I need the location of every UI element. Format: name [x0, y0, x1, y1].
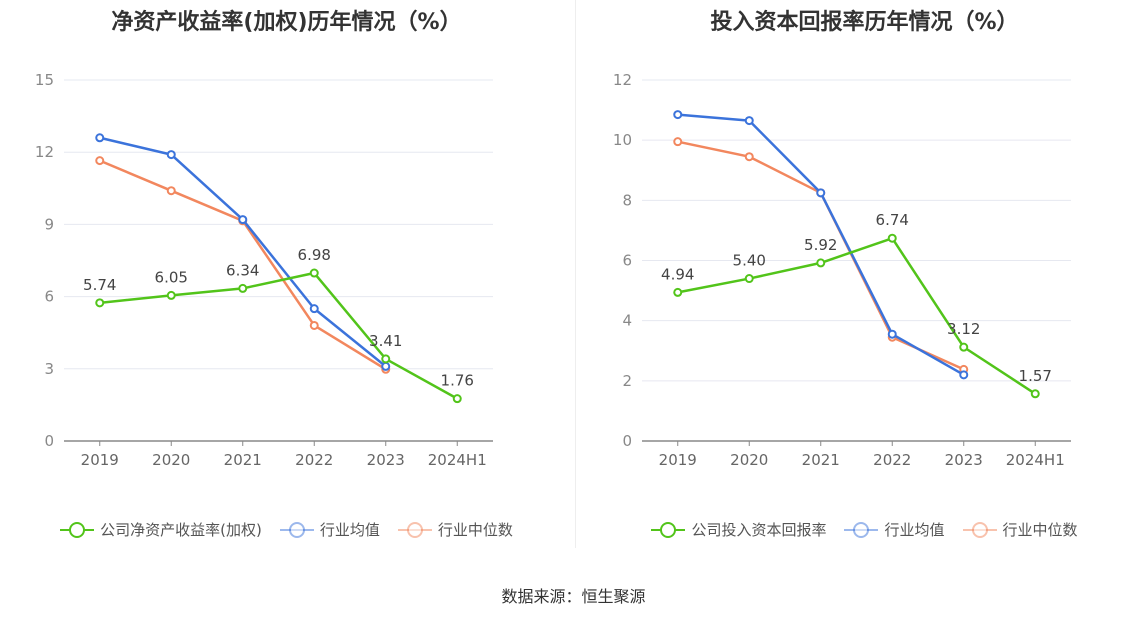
series-line [99, 136, 387, 368]
chart-title: 净资产收益率(加权)历年情况（%） [111, 10, 462, 35]
data-point [95, 133, 105, 143]
data-point [744, 116, 754, 126]
data-point [744, 274, 754, 284]
series-line [99, 271, 458, 400]
data-point [166, 150, 176, 160]
data-source-note: 数据来源：恒生聚源 [501, 587, 646, 606]
x-tick-label: 2021 [224, 451, 262, 469]
x-tick-label: 2019 [81, 451, 119, 469]
data-point [238, 283, 248, 293]
x-tick-label: 2019 [659, 451, 697, 469]
data-label: 5.92 [804, 236, 837, 254]
y-tick-label: 2 [622, 372, 632, 390]
data-point [309, 304, 319, 314]
y-tick-label: 10 [613, 131, 632, 149]
legend-marker-icon [60, 520, 95, 540]
data-point [887, 233, 897, 243]
data-point [95, 298, 105, 308]
data-label: 1.76 [441, 372, 474, 390]
y-tick-label: 0 [44, 432, 54, 450]
panel-divider [575, 0, 576, 548]
data-label: 1.57 [1019, 367, 1052, 385]
data-label: 3.12 [947, 320, 980, 338]
data-point [309, 268, 319, 278]
data-label: 5.40 [733, 252, 766, 270]
y-tick-label: 12 [613, 71, 632, 89]
legend-item-industry-median[interactable]: 行业中位数 [962, 519, 1078, 540]
data-label: 5.74 [83, 276, 116, 294]
data-label: 6.05 [155, 268, 188, 286]
y-tick-label: 12 [35, 143, 54, 161]
data-point [673, 287, 683, 297]
legend-marker-icon [397, 520, 432, 540]
x-tick-label: 2022 [295, 451, 333, 469]
legend-item-industry-avg[interactable]: 行业均值 [844, 519, 945, 540]
y-tick-label: 0 [622, 432, 632, 450]
data-label: 6.34 [226, 261, 259, 279]
series-line [677, 140, 965, 371]
chart-legend: 公司投入资本回报率 行业均值 行业中位数 [578, 519, 1147, 540]
x-tick-label: 2024H1 [1006, 451, 1065, 469]
chart-roe: 净资产收益率(加权)历年情况（%） 0 3 6 9 12 15 2019 2020 2021 20… [0, 0, 573, 560]
legend-label: 行业中位数 [437, 521, 513, 539]
x-tick-label: 2022 [873, 451, 911, 469]
x-tick-label: 2023 [945, 451, 983, 469]
legend-marker-icon [962, 520, 997, 540]
y-tick-label: 8 [622, 191, 632, 209]
data-point [452, 394, 462, 404]
data-label: 6.74 [876, 211, 909, 229]
data-point [816, 258, 826, 268]
data-label: 4.94 [661, 265, 694, 283]
x-tick-label: 2023 [367, 451, 405, 469]
y-tick-label: 15 [35, 71, 54, 89]
data-point [673, 137, 683, 147]
y-tick-label: 4 [622, 312, 632, 330]
y-tick-label: 3 [44, 360, 54, 378]
data-point [309, 320, 319, 330]
series-line [677, 236, 1036, 395]
legend-label: 行业均值 [319, 521, 380, 539]
data-point [95, 156, 105, 166]
data-point [959, 370, 969, 380]
chart-legend: 公司净资产收益率(加权) 行业均值 行业中位数 [0, 519, 573, 540]
data-point [887, 329, 897, 339]
data-point [1030, 389, 1040, 399]
data-point [744, 152, 754, 162]
data-point [238, 215, 248, 225]
data-point [381, 361, 391, 371]
data-point [959, 342, 969, 352]
legend-item-company[interactable]: 公司投入资本回报率 [651, 519, 826, 540]
legend-label: 行业均值 [884, 521, 945, 539]
data-point [166, 290, 176, 300]
legend-item-industry-median[interactable]: 行业中位数 [397, 519, 513, 540]
x-tick-label: 2024H1 [428, 451, 487, 469]
x-tick-label: 2020 [730, 451, 768, 469]
x-tick-label: 2021 [802, 451, 840, 469]
legend-item-industry-avg[interactable]: 行业均值 [279, 519, 380, 540]
data-label: 3.41 [369, 332, 402, 350]
legend-marker-icon [279, 520, 314, 540]
legend-item-company[interactable]: 公司净资产收益率(加权) [60, 519, 262, 540]
y-tick-label: 9 [44, 215, 54, 233]
chart-plot-area: 0 2 4 6 8 10 12 2019 2020 2021 2022 2023 2024H1 4.94 5… [613, 71, 1071, 469]
chart-plot-area: 0 3 6 9 12 15 2019 2020 2021 2022 2023 2024H1 5.74 6.… [35, 71, 493, 469]
legend-marker-icon [651, 520, 686, 540]
x-tick-label: 2020 [152, 451, 190, 469]
chart-title: 投入资本回报率历年情况（%） [710, 10, 1019, 35]
legend-label: 行业中位数 [1002, 521, 1078, 539]
data-point [673, 110, 683, 120]
legend-label: 公司净资产收益率(加权) [100, 521, 262, 539]
legend-marker-icon [844, 520, 879, 540]
data-point [816, 188, 826, 198]
data-label: 6.98 [298, 246, 331, 264]
legend-label: 公司投入资本回报率 [691, 521, 827, 539]
y-tick-label: 6 [44, 288, 54, 306]
chart-roic: 投入资本回报率历年情况（%） 0 2 4 6 8 10 12 2019 2020 2021 2022… [578, 0, 1147, 560]
y-tick-label: 6 [622, 252, 632, 270]
data-point [381, 354, 391, 364]
data-point [166, 186, 176, 196]
